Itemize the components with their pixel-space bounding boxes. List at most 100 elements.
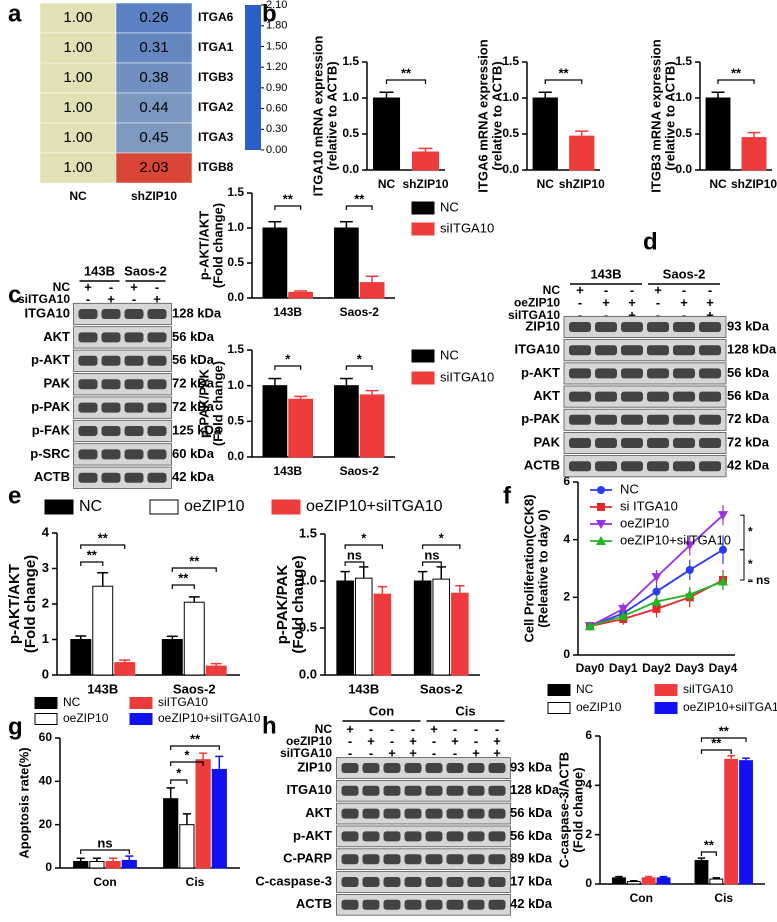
blot-strip [73, 349, 172, 372]
blot-band [699, 414, 721, 425]
y-tick-label: 1.0 [227, 378, 244, 392]
condition-sign: - [656, 307, 660, 322]
row-label: ITGB3 [198, 70, 234, 84]
band-size: 89 kDa [510, 851, 553, 866]
significance-bracket [422, 561, 442, 566]
condition-sign: - [155, 279, 159, 294]
significance-label: * [361, 530, 367, 545]
legend-swatch [411, 371, 435, 385]
condition-sign: + [680, 295, 688, 310]
legend-swatch [411, 201, 435, 215]
blot-strip [73, 326, 172, 349]
blot-band [362, 808, 380, 819]
blot-band [467, 785, 485, 796]
condition-sign: - [86, 291, 90, 306]
band-label: ACTB [524, 458, 560, 473]
y-tick-label: 2 [42, 595, 49, 610]
blot-band [341, 899, 359, 910]
band-size: 56 kDa [727, 365, 770, 380]
x-tick-label: 143B [348, 681, 379, 696]
significance-label: ** [283, 191, 294, 206]
significance-bracket [700, 749, 732, 754]
blot-band [595, 414, 617, 425]
condition-sign: + [388, 745, 396, 760]
significance-label: ** [731, 65, 742, 80]
blot-band [621, 414, 643, 425]
x-tick-label: NC [709, 177, 727, 191]
condition-sign: + [409, 745, 417, 760]
condition-sign: - [348, 745, 352, 760]
y-tick-label: 0.0 [299, 666, 317, 681]
bar [73, 861, 89, 869]
blot-band [341, 854, 359, 865]
y-axis-label: (Fold change) [22, 555, 39, 653]
y-tick-label: 1.5 [227, 342, 244, 356]
y-tick-label: 1.5 [227, 185, 244, 199]
colorbar-tick-label: 1.50 [266, 40, 287, 52]
blot-strip [336, 848, 511, 870]
significance-label: * [285, 351, 291, 366]
legend-label: siITGA10 [440, 220, 494, 235]
bar [569, 135, 595, 171]
significance-label: ** [190, 731, 201, 746]
band-label: C-PARP [283, 851, 332, 866]
column-label: NC [69, 189, 87, 203]
blot-band [595, 391, 617, 402]
condition-sign: - [390, 733, 394, 748]
condition-label: NC [53, 280, 71, 294]
y-tick-label: 1.0 [502, 90, 519, 104]
y-tick-label: 1.0 [299, 572, 317, 587]
legend-swatch [149, 499, 179, 515]
significance-bracket [422, 544, 461, 549]
condition-label: siITGA10 [508, 308, 560, 322]
y-tick-label: 1.0 [342, 90, 359, 104]
band-size: 93 kDa [727, 318, 770, 333]
significance-label: ns [97, 835, 112, 850]
blot-band [569, 414, 591, 425]
blot-band [446, 831, 464, 842]
y-tick-label: 0 [585, 876, 592, 890]
blot-band [647, 438, 669, 448]
blot-band [488, 785, 506, 796]
significance-label: ** [719, 723, 730, 738]
y-axis-label: ITGB3 mRNA expression [648, 39, 663, 192]
x-tick-label: shZIP10 [402, 177, 448, 191]
legend-swatch [547, 684, 571, 696]
y-tick-label: 0.5 [675, 126, 692, 140]
condition-sign: - [390, 721, 394, 736]
blot-band [101, 402, 121, 413]
condition-sign: + [706, 307, 714, 322]
y-tick-label: 1.0 [675, 90, 692, 104]
significance-label: ** [189, 553, 200, 568]
blot-band [699, 368, 721, 379]
blot-band [362, 899, 380, 910]
blot-band [78, 309, 98, 319]
significance-label: ** [87, 547, 98, 562]
blot-strip [336, 802, 511, 825]
blot-strip [336, 871, 511, 893]
blot-band [147, 472, 167, 483]
x-tick-label: Day2 [642, 661, 671, 675]
legend-label: oeZIP10+siITGA10 [306, 498, 443, 515]
blot-band [673, 391, 695, 402]
marker [684, 541, 695, 551]
legend-label: NC [79, 498, 102, 515]
blot-band [569, 391, 591, 402]
blot-band [446, 899, 464, 910]
heatmap-cell [39, 32, 117, 64]
marker [652, 604, 661, 613]
blot-strip [563, 315, 727, 338]
condition-sign: - [411, 721, 415, 736]
colorbar-tick-label: 1.80 [266, 20, 287, 32]
blot-band [124, 379, 144, 390]
x-tick-label: shZIP10 [731, 177, 777, 191]
row-label: ITGA1 [198, 40, 234, 54]
blot-band [647, 391, 669, 402]
band-label: C-caspase-3 [255, 873, 332, 888]
legend-swatch [34, 713, 58, 725]
band-size: 56 kDa [172, 352, 215, 367]
blot-band [147, 309, 167, 319]
blot-band [446, 854, 464, 865]
bar [413, 580, 432, 676]
blot-band [78, 332, 98, 343]
